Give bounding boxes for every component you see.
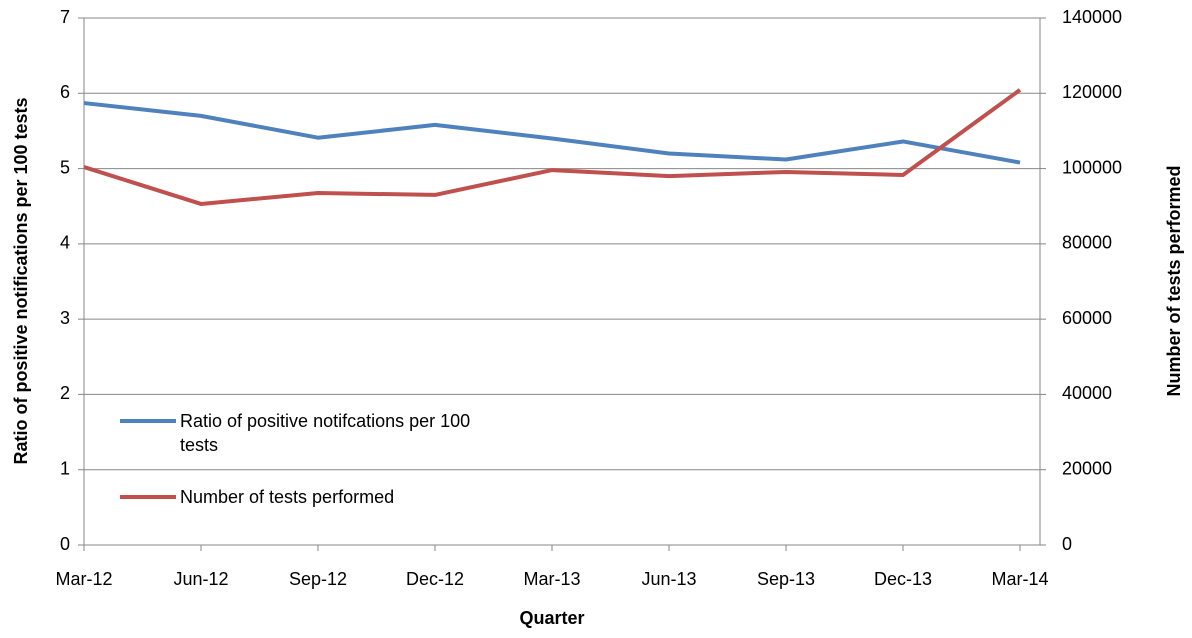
y2-tick-label: 20000 [1062,458,1112,478]
series-line [83,101,1021,165]
legend-label: Ratio of positive notifcations per 100 t… [180,411,471,455]
x-tick-label: Mar-14 [991,569,1048,589]
y2-tick-label: 80000 [1062,233,1112,253]
y-tick-label: 0 [60,534,70,554]
y-tick-label: 2 [60,383,70,403]
y-tick-label: 7 [60,7,70,27]
y-tick-label: 5 [60,157,70,177]
x-tick-label: Sep-12 [289,569,347,589]
series-line [83,88,1022,206]
y2-axis-title: Number of tests performed [1164,165,1184,396]
x-tick-label: Dec-12 [406,569,464,589]
x-tick-label: Mar-13 [523,569,580,589]
x-axis-title: Quarter [519,608,584,628]
y2-tick-label: 100000 [1062,157,1122,177]
x-tick-label: Jun-12 [173,569,228,589]
x-tick-label: Dec-13 [874,569,932,589]
y2-tick-label: 40000 [1062,383,1112,403]
y-tick-label: 3 [60,308,70,328]
x-tick-label: Sep-13 [757,569,815,589]
y2-tick-label: 140000 [1062,7,1122,27]
x-tick-label: Jun-13 [641,569,696,589]
legend-label: Number of tests performed [180,487,395,507]
y-tick-label: 1 [60,458,70,478]
x-tick-label: Mar-12 [55,569,112,589]
y2-tick-label: 60000 [1062,308,1112,328]
y2-tick-label: 120000 [1062,82,1122,102]
y-tick-label: 6 [60,82,70,102]
y-tick-label: 4 [60,233,70,253]
y-axis-title: Ratio of positive notifications per 100 … [11,97,31,464]
y2-tick-label: 0 [1062,534,1072,554]
